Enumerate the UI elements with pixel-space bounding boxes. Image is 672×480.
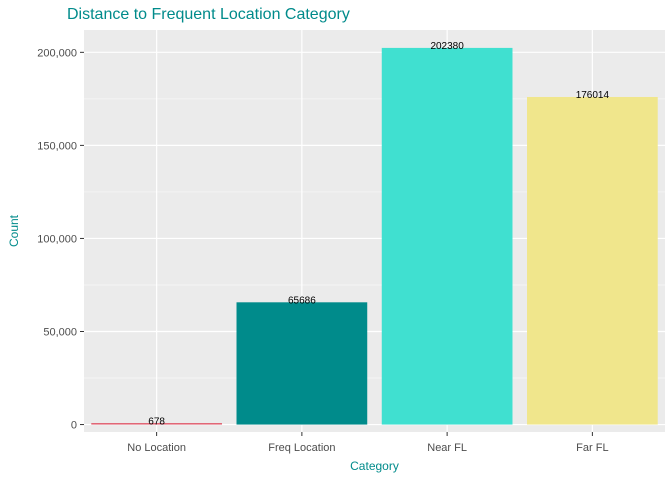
- bar-far-fl: [527, 96, 658, 425]
- data-label: 65686: [288, 295, 316, 306]
- x-tick-label: Freq Location: [268, 442, 335, 454]
- chart-title: Distance to Frequent Location Category: [67, 6, 350, 23]
- data-label: 678: [148, 416, 165, 427]
- y-tick-label: 0: [71, 420, 77, 432]
- bars: [91, 47, 658, 425]
- bar-no-location: [91, 423, 222, 425]
- y-tick-label: 50,000: [43, 327, 77, 339]
- x-tick-label: Far FL: [576, 442, 608, 454]
- data-label: 202380: [430, 41, 464, 52]
- bar-freq-location: [236, 302, 368, 425]
- x-tick-label: Near FL: [427, 442, 467, 454]
- x-tick-label: No Location: [127, 442, 186, 454]
- x-axis-title: Category: [350, 459, 399, 473]
- x-axis: No Location Freq Location Near FL Far FL: [127, 432, 609, 454]
- data-label: 176014: [576, 90, 610, 101]
- y-axis: 0 50,000 100,000 150,000 200,000: [37, 47, 84, 432]
- data-labels: 678 65686 202380 176014: [148, 41, 609, 427]
- y-tick-label: 100,000: [37, 233, 77, 245]
- y-axis-title: Count: [7, 214, 21, 247]
- y-tick-label: 200,000: [37, 47, 77, 59]
- y-tick-label: 150,000: [37, 140, 77, 152]
- bar-near-fl: [381, 47, 513, 425]
